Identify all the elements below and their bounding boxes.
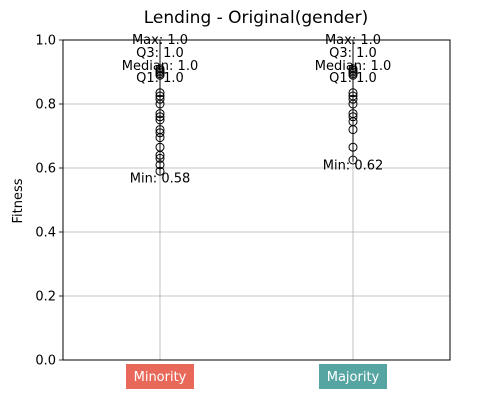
y-tick-label: 0.0	[35, 354, 56, 369]
outlier-point	[155, 88, 165, 98]
y-tick-label: 0.2	[35, 290, 56, 305]
category-layer: Minority Majority	[126, 364, 387, 389]
outlier-point	[348, 112, 358, 122]
outlier-point	[155, 153, 165, 163]
outlier-point	[348, 125, 358, 135]
plot-frame	[62, 39, 451, 361]
whisker-layer	[159, 40, 354, 175]
outlier-point	[155, 160, 165, 170]
outlier-point	[348, 88, 358, 98]
q3-label: Q3: 1.0	[136, 46, 184, 61]
median-label: Median: 1.0	[315, 59, 391, 74]
outlier-point	[348, 94, 358, 104]
category-tag: Majority	[319, 364, 387, 389]
outlier-point	[155, 70, 165, 80]
category-label: Minority	[134, 370, 187, 385]
q3-label: Q3: 1.0	[329, 46, 377, 61]
outlier-point	[348, 142, 358, 152]
chart-title: Lending - Original(gender)	[144, 8, 368, 28]
outlier-point	[155, 99, 165, 109]
y-tick-layer: 0.0 0.2 0.4 0.6 0.8 1.0	[35, 34, 63, 369]
y-axis-label: Fitness	[11, 178, 26, 223]
outlier-point	[348, 99, 358, 109]
outlier-point	[155, 166, 165, 176]
min-label: Min: 0.62	[323, 159, 384, 174]
y-tick-label: 0.6	[35, 162, 56, 177]
category-tag-box	[126, 364, 194, 389]
grid-layer	[63, 39, 450, 361]
y-tick-label: 1.0	[35, 34, 56, 49]
outlier-layer	[155, 64, 358, 176]
outlier-point	[155, 115, 165, 125]
outlier-point	[348, 155, 358, 165]
outlier-point	[155, 112, 165, 122]
category-tag: Minority	[126, 364, 194, 389]
y-tick-label: 0.4	[35, 226, 56, 241]
outlier-point	[155, 94, 165, 104]
outlier-point	[348, 70, 358, 80]
y-tick-label: 0.8	[35, 98, 56, 113]
outlier-point	[155, 109, 165, 119]
category-label: Majority	[327, 370, 380, 385]
q1-label: Q1: 1.0	[329, 71, 377, 86]
outlier-point	[155, 133, 165, 143]
outlier-point	[155, 150, 165, 160]
q1-label: Q1: 1.0	[136, 71, 184, 86]
median-label: Median: 1.0	[122, 59, 198, 74]
outlier-point	[155, 128, 165, 138]
category-tag-box	[319, 364, 387, 389]
min-label: Min: 0.58	[130, 171, 191, 186]
